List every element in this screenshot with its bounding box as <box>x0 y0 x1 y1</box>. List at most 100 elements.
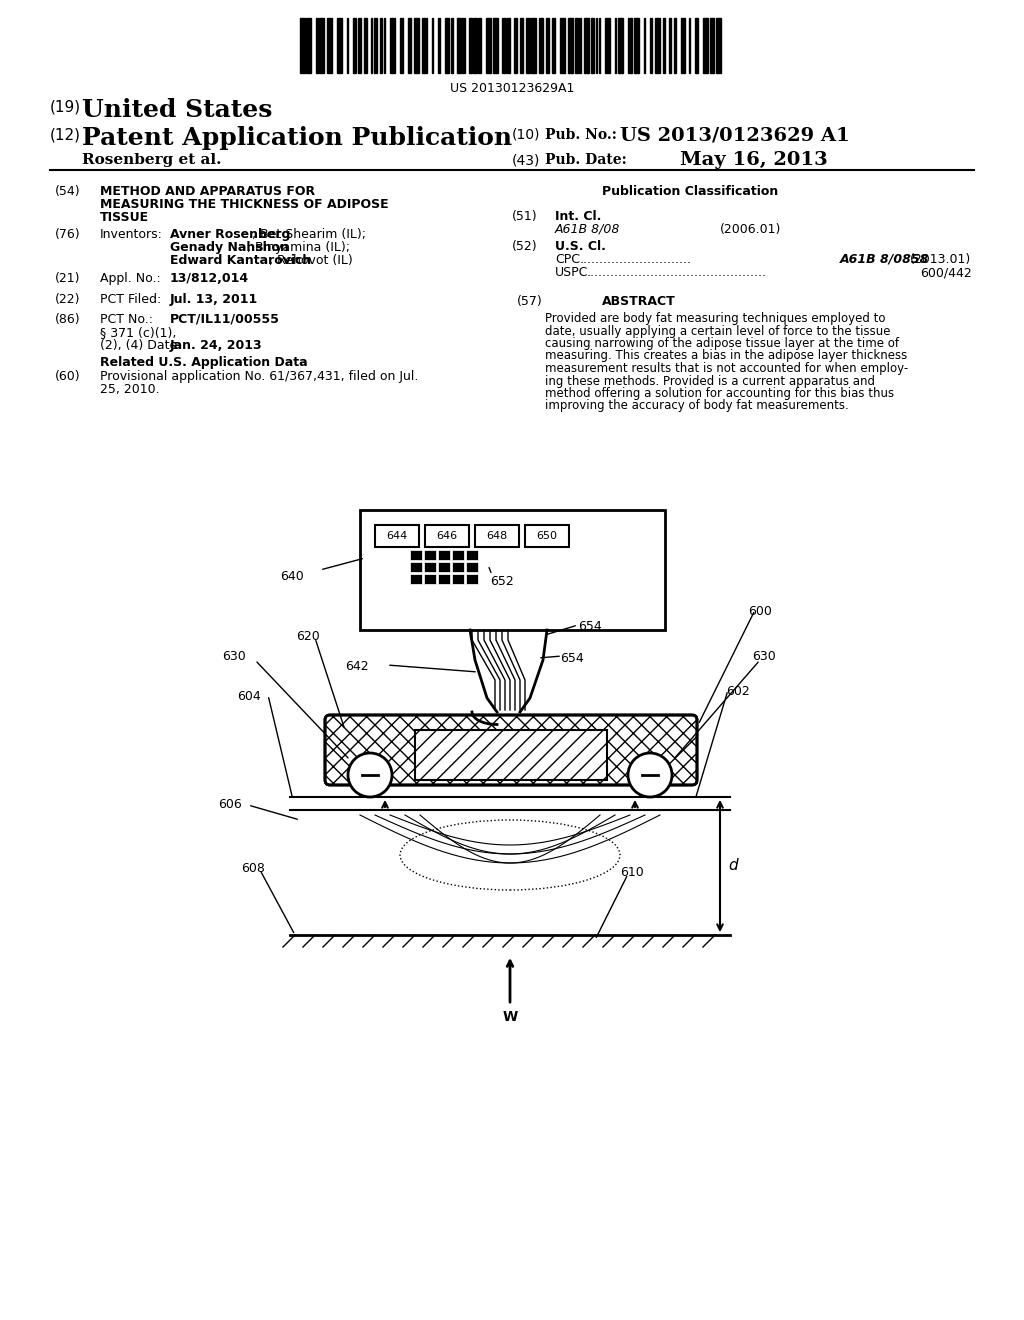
Bar <box>674 18 676 73</box>
Bar <box>399 18 402 73</box>
Text: (54): (54) <box>55 185 81 198</box>
Text: A61B 8/08: A61B 8/08 <box>555 223 621 236</box>
Bar <box>525 525 569 546</box>
Bar <box>520 18 523 73</box>
Text: (43): (43) <box>512 153 541 168</box>
Text: , Rehovot (IL): , Rehovot (IL) <box>269 253 352 267</box>
Bar <box>319 18 324 73</box>
Text: METHOD AND APPARATUS FOR: METHOD AND APPARATUS FOR <box>100 185 315 198</box>
Text: ABSTRACT: ABSTRACT <box>602 294 676 308</box>
Circle shape <box>628 752 672 797</box>
Bar <box>546 18 549 73</box>
Bar <box>585 18 589 73</box>
Text: US 2013/0123629 A1: US 2013/0123629 A1 <box>620 125 850 144</box>
Bar <box>716 18 721 73</box>
Text: MEASURING THE THICKNESS OF ADIPOSE: MEASURING THE THICKNESS OF ADIPOSE <box>100 198 389 211</box>
Bar <box>380 18 382 73</box>
Text: Related U.S. Application Data: Related U.S. Application Data <box>100 356 307 370</box>
Bar <box>410 574 422 583</box>
Text: 600: 600 <box>748 605 772 618</box>
Text: (10): (10) <box>512 128 541 143</box>
Bar <box>360 510 665 630</box>
Bar <box>408 18 411 73</box>
Bar <box>424 550 436 560</box>
Text: causing narrowing of the adipose tissue layer at the time of: causing narrowing of the adipose tissue … <box>545 337 899 350</box>
Text: method offering a solution for accounting for this bias thus: method offering a solution for accountin… <box>545 387 894 400</box>
FancyBboxPatch shape <box>325 715 697 785</box>
Text: 654: 654 <box>560 652 584 665</box>
Bar <box>493 18 498 73</box>
Text: Edward Kantarovich: Edward Kantarovich <box>170 253 311 267</box>
Bar <box>596 18 597 73</box>
Bar <box>466 550 478 560</box>
Bar <box>466 574 478 583</box>
Bar <box>552 18 555 73</box>
Text: 650: 650 <box>537 531 557 541</box>
Text: (21): (21) <box>55 272 81 285</box>
Bar <box>438 562 450 572</box>
Text: (19): (19) <box>50 100 81 115</box>
Bar <box>410 562 422 572</box>
Text: 640: 640 <box>280 570 304 583</box>
Bar <box>475 525 519 546</box>
Text: Pub. No.:: Pub. No.: <box>545 128 616 143</box>
Bar <box>365 18 368 73</box>
Text: Publication Classification: Publication Classification <box>602 185 778 198</box>
Bar <box>357 18 361 73</box>
Bar <box>591 18 594 73</box>
Bar <box>306 18 311 73</box>
Bar <box>486 18 492 73</box>
Bar <box>438 550 450 560</box>
Text: .............................................: ........................................… <box>587 267 767 279</box>
Text: (86): (86) <box>55 313 81 326</box>
Bar <box>414 18 419 73</box>
Bar <box>451 18 453 73</box>
Text: (57): (57) <box>517 294 543 308</box>
Bar <box>650 18 651 73</box>
Bar <box>452 574 464 583</box>
Bar <box>614 18 616 73</box>
Bar <box>353 18 356 73</box>
Bar <box>432 18 433 73</box>
Bar <box>644 18 645 73</box>
Text: Genady Nahshon: Genady Nahshon <box>170 242 289 253</box>
Bar <box>710 18 715 73</box>
Text: 644: 644 <box>386 531 408 541</box>
Text: , Binyamina (IL);: , Binyamina (IL); <box>247 242 350 253</box>
Text: W: W <box>503 1010 517 1024</box>
Bar <box>655 18 659 73</box>
Text: , Bet Shearim (IL);: , Bet Shearim (IL); <box>253 228 367 242</box>
Text: (52): (52) <box>512 240 538 253</box>
Text: CPC: CPC <box>555 253 580 267</box>
Text: 642: 642 <box>345 660 369 673</box>
Text: PCT Filed:: PCT Filed: <box>100 293 161 306</box>
Text: measuring. This creates a bias in the adipose layer thickness: measuring. This creates a bias in the ad… <box>545 350 907 363</box>
Bar <box>605 18 607 73</box>
Bar <box>410 550 422 560</box>
Text: 25, 2010.: 25, 2010. <box>100 383 160 396</box>
Text: ing these methods. Provided is a current apparatus and: ing these methods. Provided is a current… <box>545 375 874 388</box>
Bar <box>560 18 565 73</box>
Bar <box>681 18 685 73</box>
Bar <box>466 562 478 572</box>
Bar <box>424 574 436 583</box>
Bar <box>526 18 529 73</box>
Text: Provisional application No. 61/367,431, filed on Jul.: Provisional application No. 61/367,431, … <box>100 370 419 383</box>
Text: Appl. No.:: Appl. No.: <box>100 272 161 285</box>
Bar <box>316 18 317 73</box>
Text: Avner Rosenberg: Avner Rosenberg <box>170 228 291 242</box>
Bar <box>540 18 543 73</box>
Text: 646: 646 <box>436 531 458 541</box>
Text: 648: 648 <box>486 531 508 541</box>
Text: Rosenberg et al.: Rosenberg et al. <box>82 153 221 168</box>
Bar <box>328 18 332 73</box>
Bar <box>425 525 469 546</box>
Text: 652: 652 <box>490 576 514 587</box>
Bar <box>375 525 419 546</box>
Text: US 20130123629A1: US 20130123629A1 <box>450 82 574 95</box>
Bar <box>703 18 708 73</box>
Bar <box>422 18 427 73</box>
Text: U.S. Cl.: U.S. Cl. <box>555 240 606 253</box>
Text: PCT/IL11/00555: PCT/IL11/00555 <box>170 313 280 326</box>
Bar <box>663 18 665 73</box>
